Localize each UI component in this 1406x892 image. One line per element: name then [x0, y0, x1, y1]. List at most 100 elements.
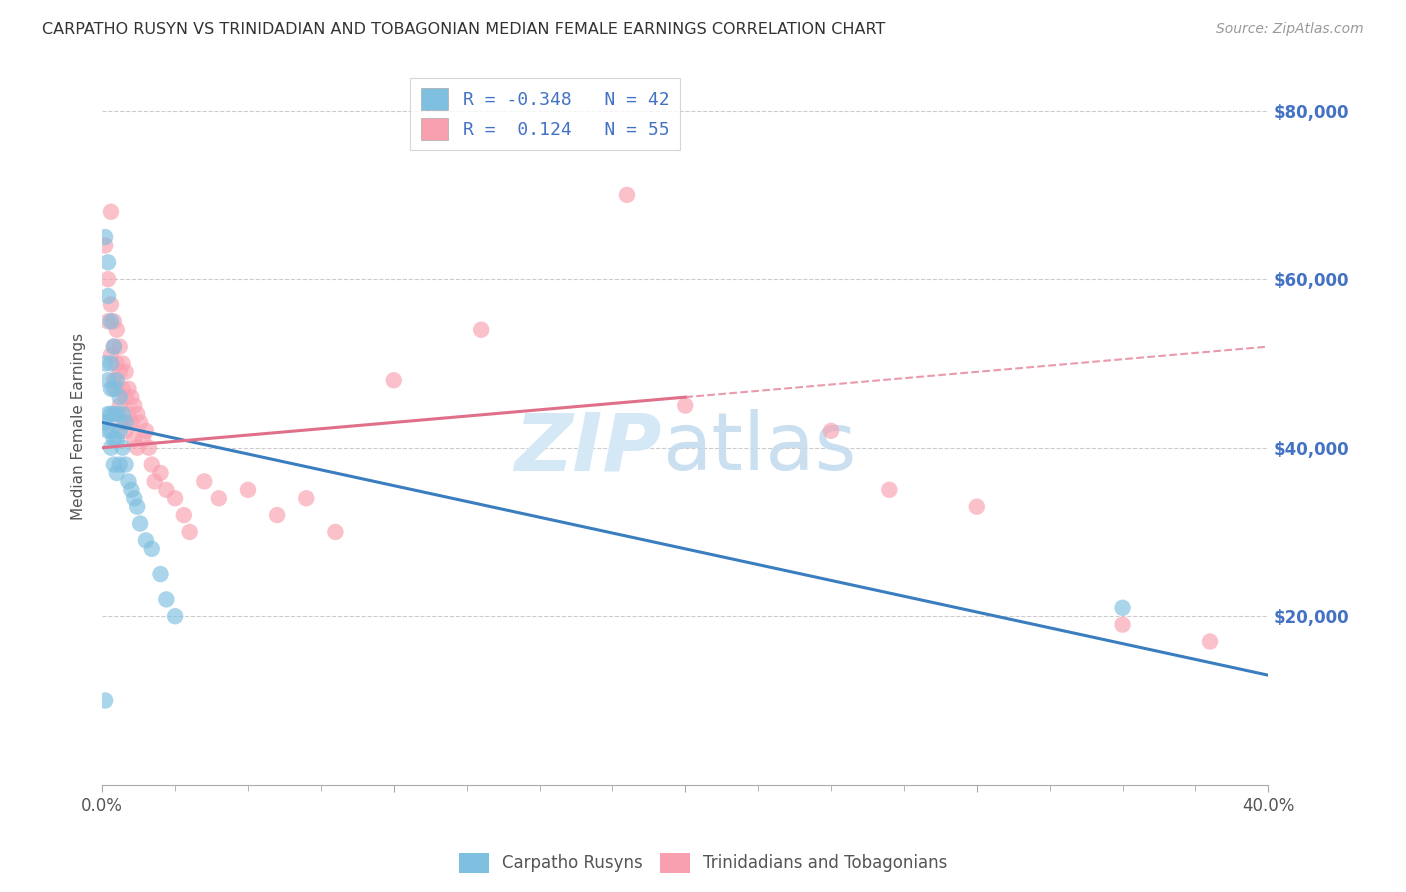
Point	[135, 424, 157, 438]
Point	[105, 432, 128, 446]
Point	[97, 289, 120, 303]
Point	[111, 356, 134, 370]
Point	[149, 466, 172, 480]
Point	[97, 373, 120, 387]
Point	[143, 475, 166, 489]
Point	[97, 407, 120, 421]
Point	[114, 458, 136, 472]
Point	[108, 365, 131, 379]
Point	[108, 340, 131, 354]
Point	[673, 399, 696, 413]
Point	[114, 424, 136, 438]
Point	[103, 407, 125, 421]
Point	[111, 416, 134, 430]
Point	[966, 500, 988, 514]
Point	[179, 524, 201, 539]
Text: CARPATHO RUSYN VS TRINIDADIAN AND TOBAGONIAN MEDIAN FEMALE EARNINGS CORRELATION : CARPATHO RUSYN VS TRINIDADIAN AND TOBAGO…	[42, 22, 886, 37]
Point	[141, 458, 163, 472]
Point	[100, 356, 122, 370]
Point	[97, 255, 120, 269]
Point	[382, 373, 405, 387]
Point	[165, 491, 187, 506]
Point	[129, 516, 152, 531]
Point	[103, 432, 125, 446]
Point	[100, 314, 122, 328]
Point	[120, 390, 142, 404]
Point	[124, 491, 146, 506]
Point	[97, 314, 120, 328]
Point	[100, 382, 122, 396]
Point	[94, 416, 117, 430]
Point	[94, 693, 117, 707]
Point	[105, 323, 128, 337]
Point	[111, 382, 134, 396]
Point	[117, 382, 139, 396]
Point	[114, 390, 136, 404]
Point	[94, 238, 117, 252]
Point	[124, 432, 146, 446]
Point	[103, 382, 125, 396]
Point	[103, 340, 125, 354]
Text: atlas: atlas	[662, 409, 856, 487]
Point	[111, 407, 134, 421]
Point	[94, 230, 117, 244]
Point	[208, 491, 231, 506]
Point	[100, 348, 122, 362]
Point	[100, 441, 122, 455]
Point	[165, 609, 187, 624]
Point	[325, 524, 347, 539]
Point	[879, 483, 901, 497]
Point	[114, 416, 136, 430]
Point	[108, 399, 131, 413]
Point	[138, 441, 160, 455]
Point	[94, 356, 117, 370]
Point	[114, 365, 136, 379]
Point	[135, 533, 157, 548]
Point	[105, 356, 128, 370]
Point	[141, 541, 163, 556]
Point	[108, 458, 131, 472]
Point	[100, 204, 122, 219]
Point	[108, 390, 131, 404]
Point	[103, 373, 125, 387]
Point	[470, 323, 492, 337]
Point	[236, 483, 259, 497]
Point	[97, 272, 120, 286]
Point	[105, 466, 128, 480]
Point	[173, 508, 195, 522]
Point	[127, 407, 149, 421]
Point	[105, 407, 128, 421]
Point	[616, 188, 638, 202]
Point	[295, 491, 318, 506]
Point	[820, 424, 842, 438]
Point	[117, 475, 139, 489]
Point	[193, 475, 215, 489]
Legend: R = -0.348   N = 42, R =  0.124   N = 55: R = -0.348 N = 42, R = 0.124 N = 55	[411, 78, 681, 151]
Point	[100, 424, 122, 438]
Point	[105, 373, 128, 387]
Point	[1111, 600, 1133, 615]
Point	[103, 340, 125, 354]
Point	[129, 416, 152, 430]
Point	[108, 424, 131, 438]
Point	[155, 592, 177, 607]
Point	[127, 500, 149, 514]
Point	[1111, 617, 1133, 632]
Text: ZIP: ZIP	[515, 409, 662, 487]
Point	[103, 458, 125, 472]
Point	[103, 314, 125, 328]
Y-axis label: Median Female Earnings: Median Female Earnings	[72, 333, 86, 520]
Point	[149, 567, 172, 582]
Point	[1199, 634, 1222, 648]
Point	[97, 424, 120, 438]
Point	[105, 382, 128, 396]
Point	[111, 441, 134, 455]
Point	[127, 441, 149, 455]
Point	[100, 407, 122, 421]
Point	[155, 483, 177, 497]
Legend: Carpatho Rusyns, Trinidadians and Tobagonians: Carpatho Rusyns, Trinidadians and Tobago…	[453, 847, 953, 880]
Point	[132, 432, 155, 446]
Point	[117, 407, 139, 421]
Text: Source: ZipAtlas.com: Source: ZipAtlas.com	[1216, 22, 1364, 37]
Point	[124, 399, 146, 413]
